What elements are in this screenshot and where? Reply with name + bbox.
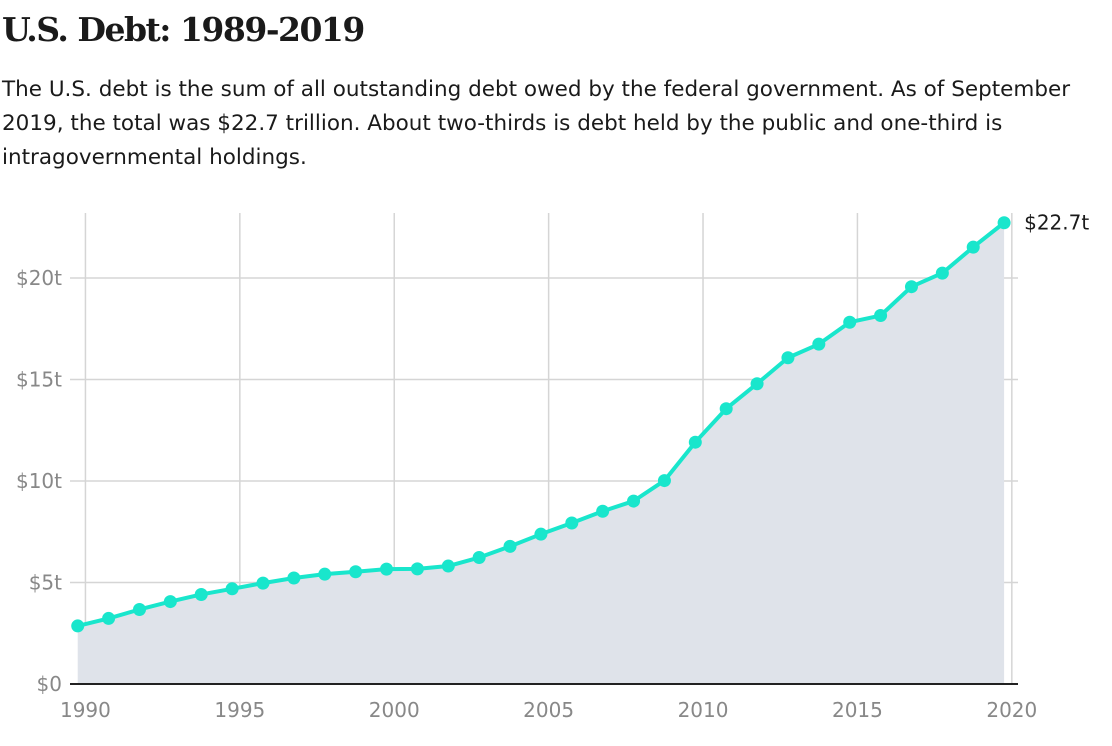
data-point [318, 567, 332, 581]
x-tick-label: 2000 [369, 698, 420, 722]
data-point [657, 474, 671, 488]
y-tick-label: $10t [16, 469, 62, 493]
data-point [966, 240, 980, 254]
data-point [843, 315, 857, 329]
data-point [194, 587, 208, 601]
data-point [565, 516, 579, 530]
data-point [719, 402, 733, 416]
data-point [874, 309, 888, 323]
data-point [534, 527, 548, 541]
x-tick-label: 1995 [214, 698, 265, 722]
area-fill [77, 222, 1005, 685]
data-point [503, 539, 517, 553]
x-tick-label: 2005 [523, 698, 574, 722]
data-point [781, 351, 795, 365]
data-point [71, 619, 85, 633]
data-point [225, 582, 239, 596]
x-tick-label: 2015 [832, 698, 883, 722]
x-tick-label: 2020 [986, 698, 1037, 722]
data-point [627, 494, 641, 508]
data-point [287, 571, 301, 585]
data-point [102, 611, 116, 625]
data-points [71, 216, 1011, 633]
data-point [750, 377, 764, 391]
y-tick-label: $15t [16, 367, 62, 391]
x-tick-label: 1990 [60, 698, 111, 722]
data-point [812, 337, 826, 351]
data-point [935, 266, 949, 280]
data-point [163, 595, 177, 609]
area-path [77, 222, 1005, 685]
data-point [596, 504, 610, 518]
data-point [472, 551, 486, 565]
data-point [349, 565, 363, 579]
tick-labels: 1990 1995 2000 2005 2010 2015 2020 $0 $5t $10t $15… [16, 211, 1089, 722]
x-tick-label: 2010 [678, 698, 729, 722]
data-point [132, 602, 146, 616]
data-point [904, 280, 918, 294]
data-point [256, 576, 270, 590]
y-tick-label: $20t [16, 266, 62, 290]
chart-description: The U.S. debt is the sum of all outstand… [2, 77, 1071, 170]
y-tick-label: $0 [37, 672, 62, 696]
y-tick-label: $5t [29, 570, 62, 594]
end-value-label: $22.7t [1024, 211, 1089, 235]
chart-title: U.S. Debt: 1989-2019 [2, 10, 365, 49]
data-point [380, 562, 394, 576]
data-point [441, 559, 455, 573]
data-point [410, 562, 424, 576]
data-point [688, 435, 702, 449]
data-point [997, 216, 1011, 230]
